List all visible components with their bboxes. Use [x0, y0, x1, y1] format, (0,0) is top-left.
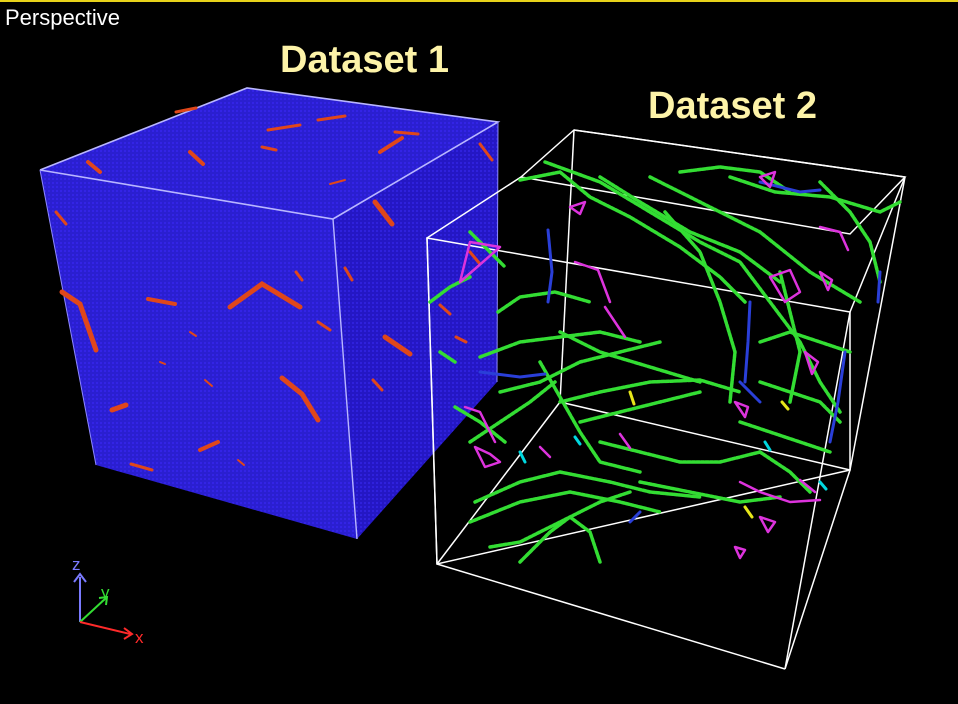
dataset-1-label: Dataset 1: [280, 39, 449, 81]
x-axis: x: [79, 621, 144, 647]
defect-clusters: [54, 106, 494, 472]
blue-dislocations: [478, 180, 882, 524]
dataset-2-wireframe[interactable]: [426, 129, 907, 670]
cube-front-face: [40, 170, 357, 539]
cube-edge: [496, 121, 499, 383]
y-axis-label: y: [101, 583, 110, 602]
cube-top-face: [40, 88, 498, 219]
cyan-dislocations: [518, 435, 828, 491]
viewport-title: Perspective: [5, 5, 120, 30]
dataset-2-label: Dataset 2: [648, 85, 817, 127]
cube-edge: [332, 218, 358, 540]
bounding-box: [426, 129, 907, 670]
yellow-dislocations: [628, 390, 790, 519]
cube-edge: [39, 169, 97, 466]
cube-right-face: [333, 122, 498, 539]
dataset-1-cube[interactable]: [39, 87, 501, 540]
axis-triad: z y x: [72, 555, 144, 647]
z-axis: z: [72, 555, 87, 622]
magenta-dislocations: [458, 170, 850, 560]
green-dislocations: [428, 160, 902, 564]
z-axis-label: z: [72, 555, 81, 574]
y-axis: y: [79, 583, 110, 623]
x-axis-label: x: [135, 628, 144, 647]
